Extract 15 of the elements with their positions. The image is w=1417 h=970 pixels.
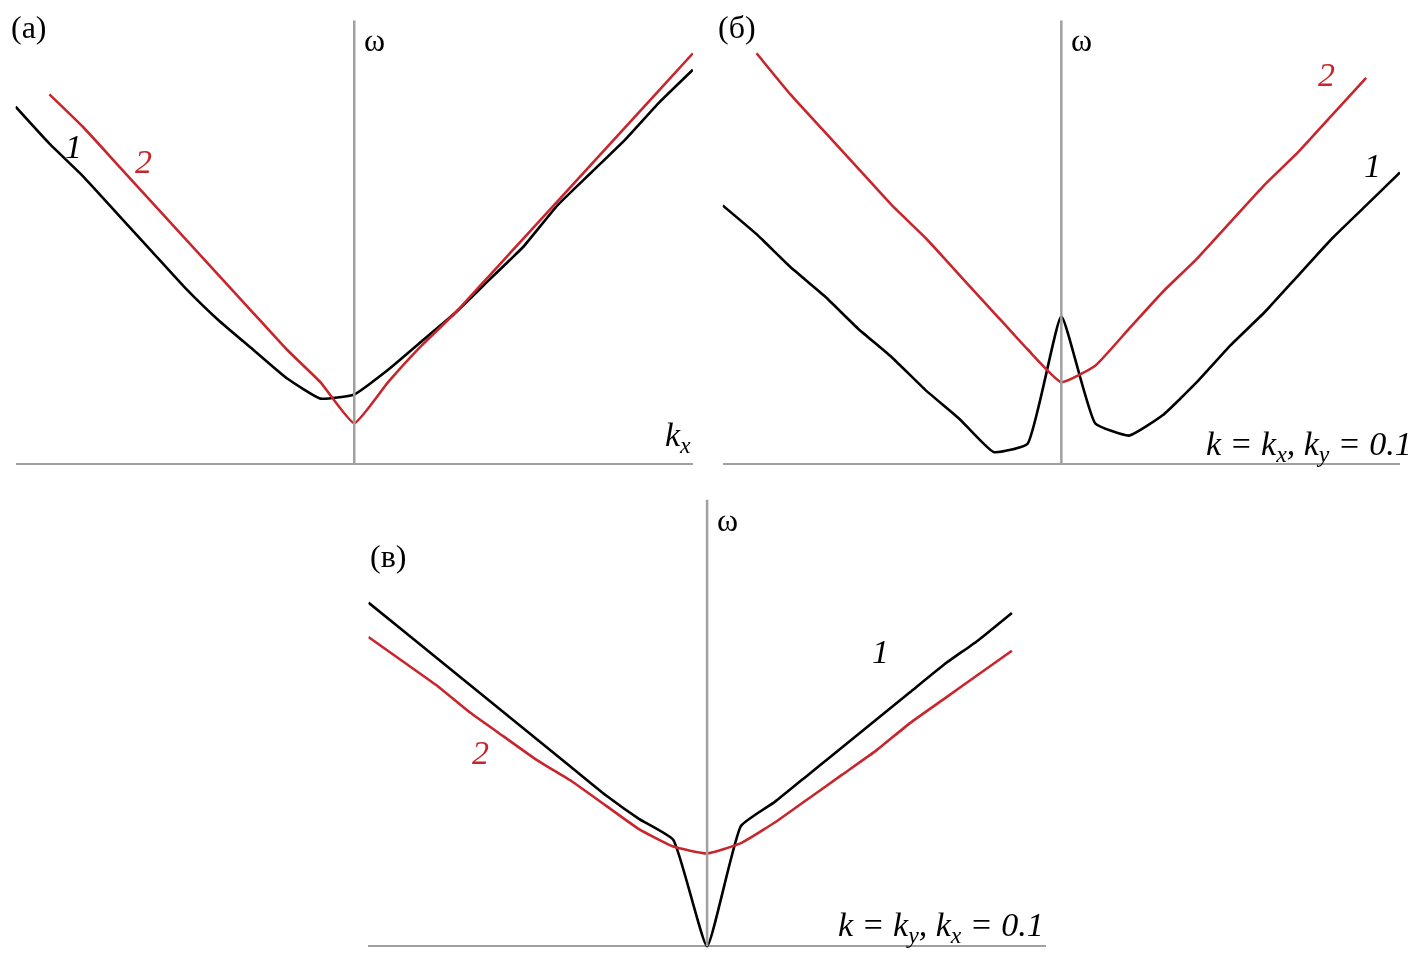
series-label: 1 [1364, 147, 1381, 184]
series-label: 2 [1318, 56, 1335, 93]
y-axis-title: ω [717, 502, 739, 538]
y-axis-title: ω [364, 22, 386, 58]
series-label: 2 [472, 734, 489, 771]
annotation: k = k$_{x}$, k$_{y}$ = 0.1 [1206, 425, 1412, 468]
series-label: 1 [65, 128, 82, 165]
series-label: 2 [135, 143, 152, 180]
annotation: k = k$_{y}$, k$_{x}$ = 0.1 [838, 906, 1044, 949]
chart-title: (в) [370, 538, 407, 574]
chart-title: (а) [11, 9, 47, 45]
chart-title: (б) [718, 9, 756, 45]
y-axis-title: ω [1071, 22, 1093, 58]
x-axis-title: k$_{x}$ [665, 416, 692, 459]
series-label: 1 [872, 633, 889, 670]
